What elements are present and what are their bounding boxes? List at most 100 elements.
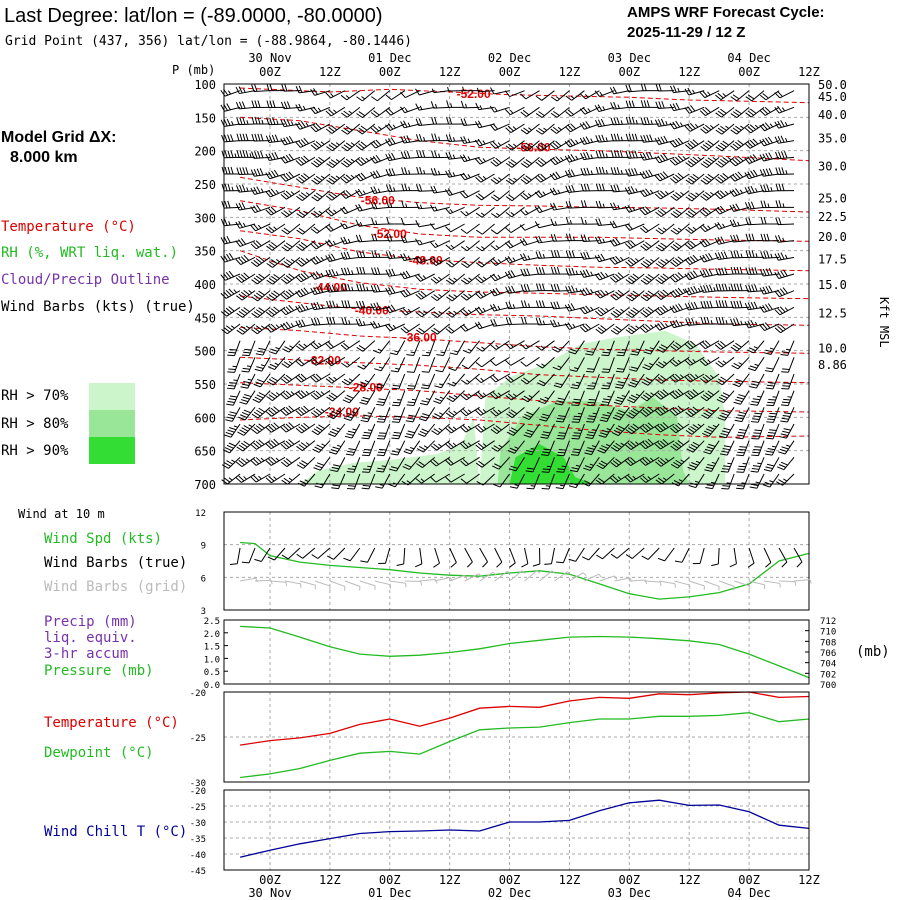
profile-wind-barb (504, 255, 525, 264)
profile-wind-barb (654, 118, 675, 127)
isotherm-label: -56.00 (361, 194, 395, 208)
profile-wind-barb (445, 456, 465, 466)
profile-wind-barb (641, 373, 660, 386)
wind10-series-line (240, 541, 810, 600)
profile-wind-barb (700, 173, 720, 185)
profile-wind-barb (586, 390, 600, 407)
wind10-true-barb (521, 547, 529, 568)
profile-wind-barb (310, 390, 331, 400)
profile-wind-barb (541, 440, 555, 456)
page-title: Last Degree: lat/lon = (-89.0000, -80.00… (4, 5, 383, 27)
profile-wind-barb (731, 356, 750, 370)
profile-wind-barb (251, 84, 271, 93)
profile-wind-barb (444, 188, 465, 196)
profile-wind-barb (375, 373, 391, 389)
profile-wind-barb (654, 422, 675, 433)
profile-wind-barb (734, 407, 750, 423)
profile-wind-barb (601, 357, 615, 373)
profile-wind-barb (390, 357, 406, 373)
profile-wind-barb (685, 206, 705, 218)
profile-wind-barb (401, 183, 420, 192)
profile-wind-barb (445, 423, 465, 434)
wind10-grid-barb (404, 580, 423, 586)
profile-wind-barb (430, 240, 450, 248)
profile-wind-barb (750, 407, 765, 423)
profile-wind-barb (310, 406, 331, 418)
profile-wind-barb (385, 286, 405, 295)
profile-wind-barb (341, 106, 361, 118)
profile-wind-barb (406, 340, 421, 356)
profile-wind-barb (250, 186, 271, 195)
profile-wind-barb (610, 101, 630, 110)
profile-wind-barb (594, 271, 615, 281)
top-time-axis: 00Z 12Z 00Z 12Z 00Z 12Z 00Z 12Z 00Z 12Z 30 Nov 01 D… (248, 51, 820, 79)
wind10-true-barb (532, 547, 541, 567)
profile-wind-barb (446, 117, 465, 125)
profile-wind-barb (614, 373, 630, 389)
wind10-true-barb (254, 547, 271, 562)
isotherm-line (240, 176, 810, 213)
profile-wind-barb (415, 220, 435, 228)
profile-wind-barb (780, 390, 795, 407)
profile-wind-barb (774, 120, 795, 129)
profile-wind-barb (342, 390, 361, 404)
profile-wind-barb (715, 356, 735, 368)
profile-wind-barb (445, 473, 465, 483)
profile-wind-barb (535, 156, 555, 167)
profile-wind-barb (670, 172, 690, 184)
profile-wind-barb (325, 190, 346, 201)
profile-wind-barb (774, 235, 795, 243)
profile-wind-barb (325, 239, 346, 248)
profile-wind-barb (460, 390, 480, 401)
profile-wind-barb (280, 190, 301, 200)
profile-wind-barb (639, 438, 660, 450)
pressure-units-label: (mb) (856, 644, 890, 660)
profile-wind-barb (766, 407, 780, 423)
profile-wind-barb (624, 186, 645, 195)
profile-wind-barb (583, 457, 600, 471)
profile-wind-barb (361, 423, 376, 440)
profile-wind-barb (400, 323, 421, 334)
profile-wind-barb (700, 284, 720, 293)
wind10-true-barb (343, 547, 361, 562)
profile-wind-barb (730, 300, 750, 309)
wind10-true-barb (641, 547, 660, 560)
pressure-tick-label: 250 (194, 178, 216, 192)
profile-wind-barb (370, 106, 391, 118)
isotherm-line (239, 250, 810, 300)
profile-wind-barb (251, 100, 271, 109)
profile-wind-barb (565, 267, 585, 276)
wind-barbs-true-label: Wind Barbs (true) (44, 555, 187, 571)
profile-wind-barb (490, 140, 510, 149)
profile-wind-barb (237, 423, 256, 436)
profile-wind-barb (610, 323, 630, 335)
profile-wind-barb (460, 440, 480, 450)
profile-wind-barb (356, 340, 376, 352)
profile-wind-barb (506, 423, 525, 436)
profile-wind-barb (744, 319, 765, 329)
profile-wind-barb (490, 390, 510, 400)
profile-wind-barb (429, 223, 450, 230)
profile-wind-barb (655, 473, 675, 485)
profile-wind-barb (475, 256, 495, 268)
profile-wind-barb (490, 318, 510, 327)
profile-wind-barb (714, 251, 735, 261)
profile-wind-barb (280, 171, 301, 182)
profile-wind-barb (550, 123, 570, 134)
bottom-hour-label: 00Z (379, 873, 401, 887)
profile-wind-barb (777, 457, 795, 471)
profile-wind-barb (238, 407, 256, 421)
profile-wind-barb (235, 456, 256, 468)
isotherm-label: -36.00 (403, 330, 437, 344)
profile-wind-barb (341, 123, 361, 135)
profile-wind-barb (265, 406, 286, 417)
profile-wind-barb (371, 233, 390, 242)
profile-wind-barb (421, 340, 436, 357)
profile-wind-barb (266, 256, 286, 268)
profile-wind-barb (226, 373, 241, 390)
profile-wind-barb (390, 440, 406, 456)
profile-wind-barb (749, 373, 765, 389)
wind10-grid-barb (644, 580, 662, 587)
profile-wind-barb (504, 270, 525, 279)
precip-frame (223, 619, 810, 685)
